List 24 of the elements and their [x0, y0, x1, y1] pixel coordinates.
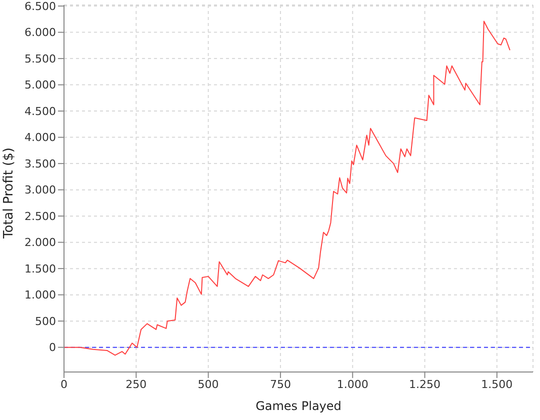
y-tick-label: 3.500	[24, 157, 56, 170]
y-tick-label: 3.000	[24, 184, 56, 197]
y-tick-label: 4.500	[24, 104, 56, 118]
x-tick-label: 1.250	[409, 378, 441, 391]
x-tick-label: 250	[126, 378, 147, 391]
x-tick-label: 1.000	[336, 378, 368, 391]
x-tick-label: 500	[198, 378, 219, 391]
x-tick-label: 750	[270, 378, 291, 391]
y-tick-label: 4.000	[24, 131, 56, 144]
y-tick-label: 0	[49, 341, 56, 354]
y-tick-label: 2.000	[24, 236, 56, 250]
y-tick-label: 5.500	[24, 52, 56, 66]
y-tick-label: 1.000	[24, 288, 56, 302]
line-series	[64, 20, 510, 356]
y-axis-title: Total Profit ($)	[2, 148, 17, 240]
x-tick-label: 0	[60, 378, 68, 391]
y-tick-label: 6.500	[24, 0, 56, 13]
y-tick-label: 2.500	[24, 210, 56, 223]
x-axis-title: Games Played	[256, 399, 342, 413]
y-tick-label: 5.000	[24, 78, 56, 92]
x-tick-label: 1.500	[481, 378, 513, 391]
y-tick-label: 1.500	[24, 262, 56, 276]
y-tick-label: 6.000	[24, 26, 56, 40]
y-tick-label: 500	[35, 314, 56, 328]
